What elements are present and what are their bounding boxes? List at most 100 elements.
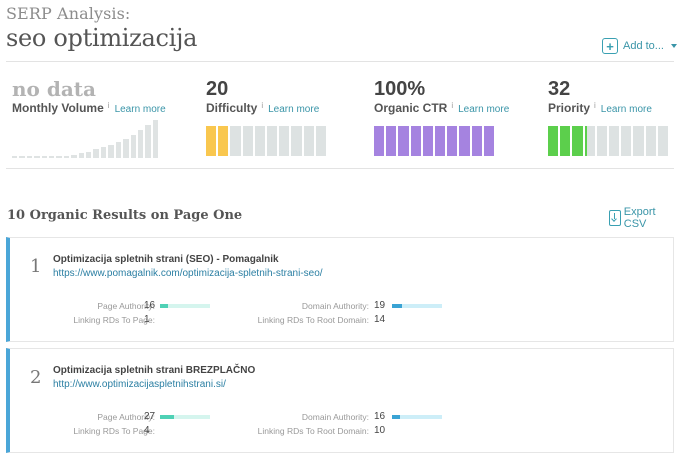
volume-value: no data xyxy=(12,77,96,101)
volume-bar xyxy=(19,156,25,158)
meter-segment xyxy=(657,126,669,156)
linking-rds-page-value: 4 xyxy=(144,425,150,436)
priority-value: 32 xyxy=(548,78,571,100)
meter-segment xyxy=(572,126,583,156)
domain-authority-label: Domain Authority: xyxy=(301,412,369,422)
meter-segment xyxy=(548,126,559,156)
add-to-label: Add to... xyxy=(623,40,664,52)
volume-label: Monthly Volume xyxy=(12,101,104,115)
meter-segment xyxy=(609,126,620,156)
meter-segment xyxy=(218,126,229,156)
difficulty-learn-more-link[interactable]: Learn more xyxy=(268,104,320,115)
ctr-label: Organic CTR xyxy=(374,101,448,115)
volume-bar xyxy=(12,156,18,158)
plus-square-icon: + xyxy=(602,38,618,54)
meter-segment xyxy=(386,126,397,156)
meter-segment xyxy=(483,126,495,156)
page-authority-value: 16 xyxy=(144,300,156,311)
volume-bar xyxy=(130,135,136,158)
page-authority-value: 27 xyxy=(144,411,156,422)
meter-segment xyxy=(584,126,595,156)
linking-rds-root-label: Linking RDs To Root Domain: xyxy=(257,315,369,325)
volume-bar xyxy=(93,149,99,158)
domain-authority-value: 19 xyxy=(374,300,386,311)
export-csv-button[interactable]: Export CSV xyxy=(609,206,680,230)
volume-bar xyxy=(86,151,92,158)
meter-segment xyxy=(279,126,290,156)
difficulty-value: 20 xyxy=(206,78,229,100)
volume-bar xyxy=(78,152,85,158)
divider xyxy=(6,168,674,169)
volume-bar xyxy=(34,156,40,158)
meter-segment xyxy=(560,126,571,156)
result-rank: 1 xyxy=(30,256,42,277)
domain-authority-value: 16 xyxy=(374,411,386,422)
ctr-meter xyxy=(374,126,495,156)
difficulty-meter xyxy=(206,126,327,156)
page-authority-bar xyxy=(160,415,210,419)
page-title: seo optimizacija xyxy=(6,24,198,52)
meter-segment xyxy=(422,126,434,156)
volume-bar xyxy=(63,156,70,158)
linking-rds-page-label: Linking RDs To Page: xyxy=(73,315,155,325)
page-authority-label: Page Authority: xyxy=(97,301,155,311)
meter-segment xyxy=(242,126,253,156)
volume-bar xyxy=(145,125,151,158)
meter-segment xyxy=(398,126,409,156)
metric-priority: 32 Priority i Learn more xyxy=(548,78,652,115)
priority-label: Priority xyxy=(548,101,591,115)
ctr-value: 100% xyxy=(374,78,426,100)
result-rank: 2 xyxy=(30,367,42,388)
volume-learn-more-link[interactable]: Learn more xyxy=(114,104,166,115)
domain-authority-label: Domain Authority: xyxy=(301,301,369,311)
divider xyxy=(6,61,674,62)
meter-segment xyxy=(596,126,608,156)
linking-rds-page-label: Linking RDs To Page: xyxy=(73,426,155,436)
meter-segment xyxy=(645,126,656,156)
meter-segment xyxy=(315,126,327,156)
meter-segment xyxy=(374,126,385,156)
result-url-link[interactable]: https://www.pomagalnik.com/optimizacija-… xyxy=(53,268,323,279)
add-to-button[interactable]: + Add to... xyxy=(602,38,677,54)
volume-bar xyxy=(115,142,122,158)
domain-authority-bar xyxy=(392,304,442,308)
results-section-title: 10 Organic Results on Page One xyxy=(7,208,243,223)
volume-bar xyxy=(49,156,55,158)
volume-bar xyxy=(56,156,62,158)
meter-segment xyxy=(447,126,458,156)
meter-segment xyxy=(435,126,446,156)
volume-sparkline-chart xyxy=(12,120,159,158)
meter-segment xyxy=(471,126,482,156)
result-card: 1 Optimizacija spletnih strani (SEO) - P… xyxy=(6,237,674,342)
page-authority-label: Page Authority: xyxy=(97,412,155,422)
volume-bar xyxy=(123,139,129,158)
info-icon[interactable]: i xyxy=(261,101,264,110)
meter-segment xyxy=(206,126,217,156)
meter-segment xyxy=(254,126,266,156)
metric-difficulty: 20 Difficulty i Learn more xyxy=(206,78,319,115)
volume-bar xyxy=(152,120,159,158)
result-title[interactable]: Optimizacija spletnih strani (SEO) - Pom… xyxy=(53,254,279,265)
volume-bar xyxy=(41,156,48,158)
meter-segment xyxy=(267,126,278,156)
result-title[interactable]: Optimizacija spletnih strani BREZPLAČNO xyxy=(53,365,256,376)
volume-bar xyxy=(26,156,33,158)
result-url-link[interactable]: http://www.optimizacijaspletnihstrani.si… xyxy=(53,379,226,390)
export-csv-label: Export CSV xyxy=(623,206,656,230)
priority-learn-more-link[interactable]: Learn more xyxy=(600,104,652,115)
meter-segment xyxy=(633,126,644,156)
linking-rds-root-label: Linking RDs To Root Domain: xyxy=(257,426,369,436)
metric-organic-ctr: 100% Organic CTR i Learn more xyxy=(374,78,509,115)
ctr-learn-more-link[interactable]: Learn more xyxy=(458,104,510,115)
info-icon[interactable]: i xyxy=(107,101,110,110)
result-card: 2 Optimizacija spletnih strani BREZPLAČN… xyxy=(6,348,674,453)
meter-segment xyxy=(291,126,302,156)
meter-segment xyxy=(303,126,314,156)
meter-segment xyxy=(459,126,470,156)
info-icon[interactable]: i xyxy=(594,101,596,110)
page-header: SERP Analysis: seo optimizacija xyxy=(6,4,674,52)
info-icon[interactable]: i xyxy=(451,101,454,110)
linking-rds-page-value: 1 xyxy=(144,314,150,325)
meter-segment xyxy=(230,126,241,156)
page-eyebrow: SERP Analysis: xyxy=(6,4,131,23)
